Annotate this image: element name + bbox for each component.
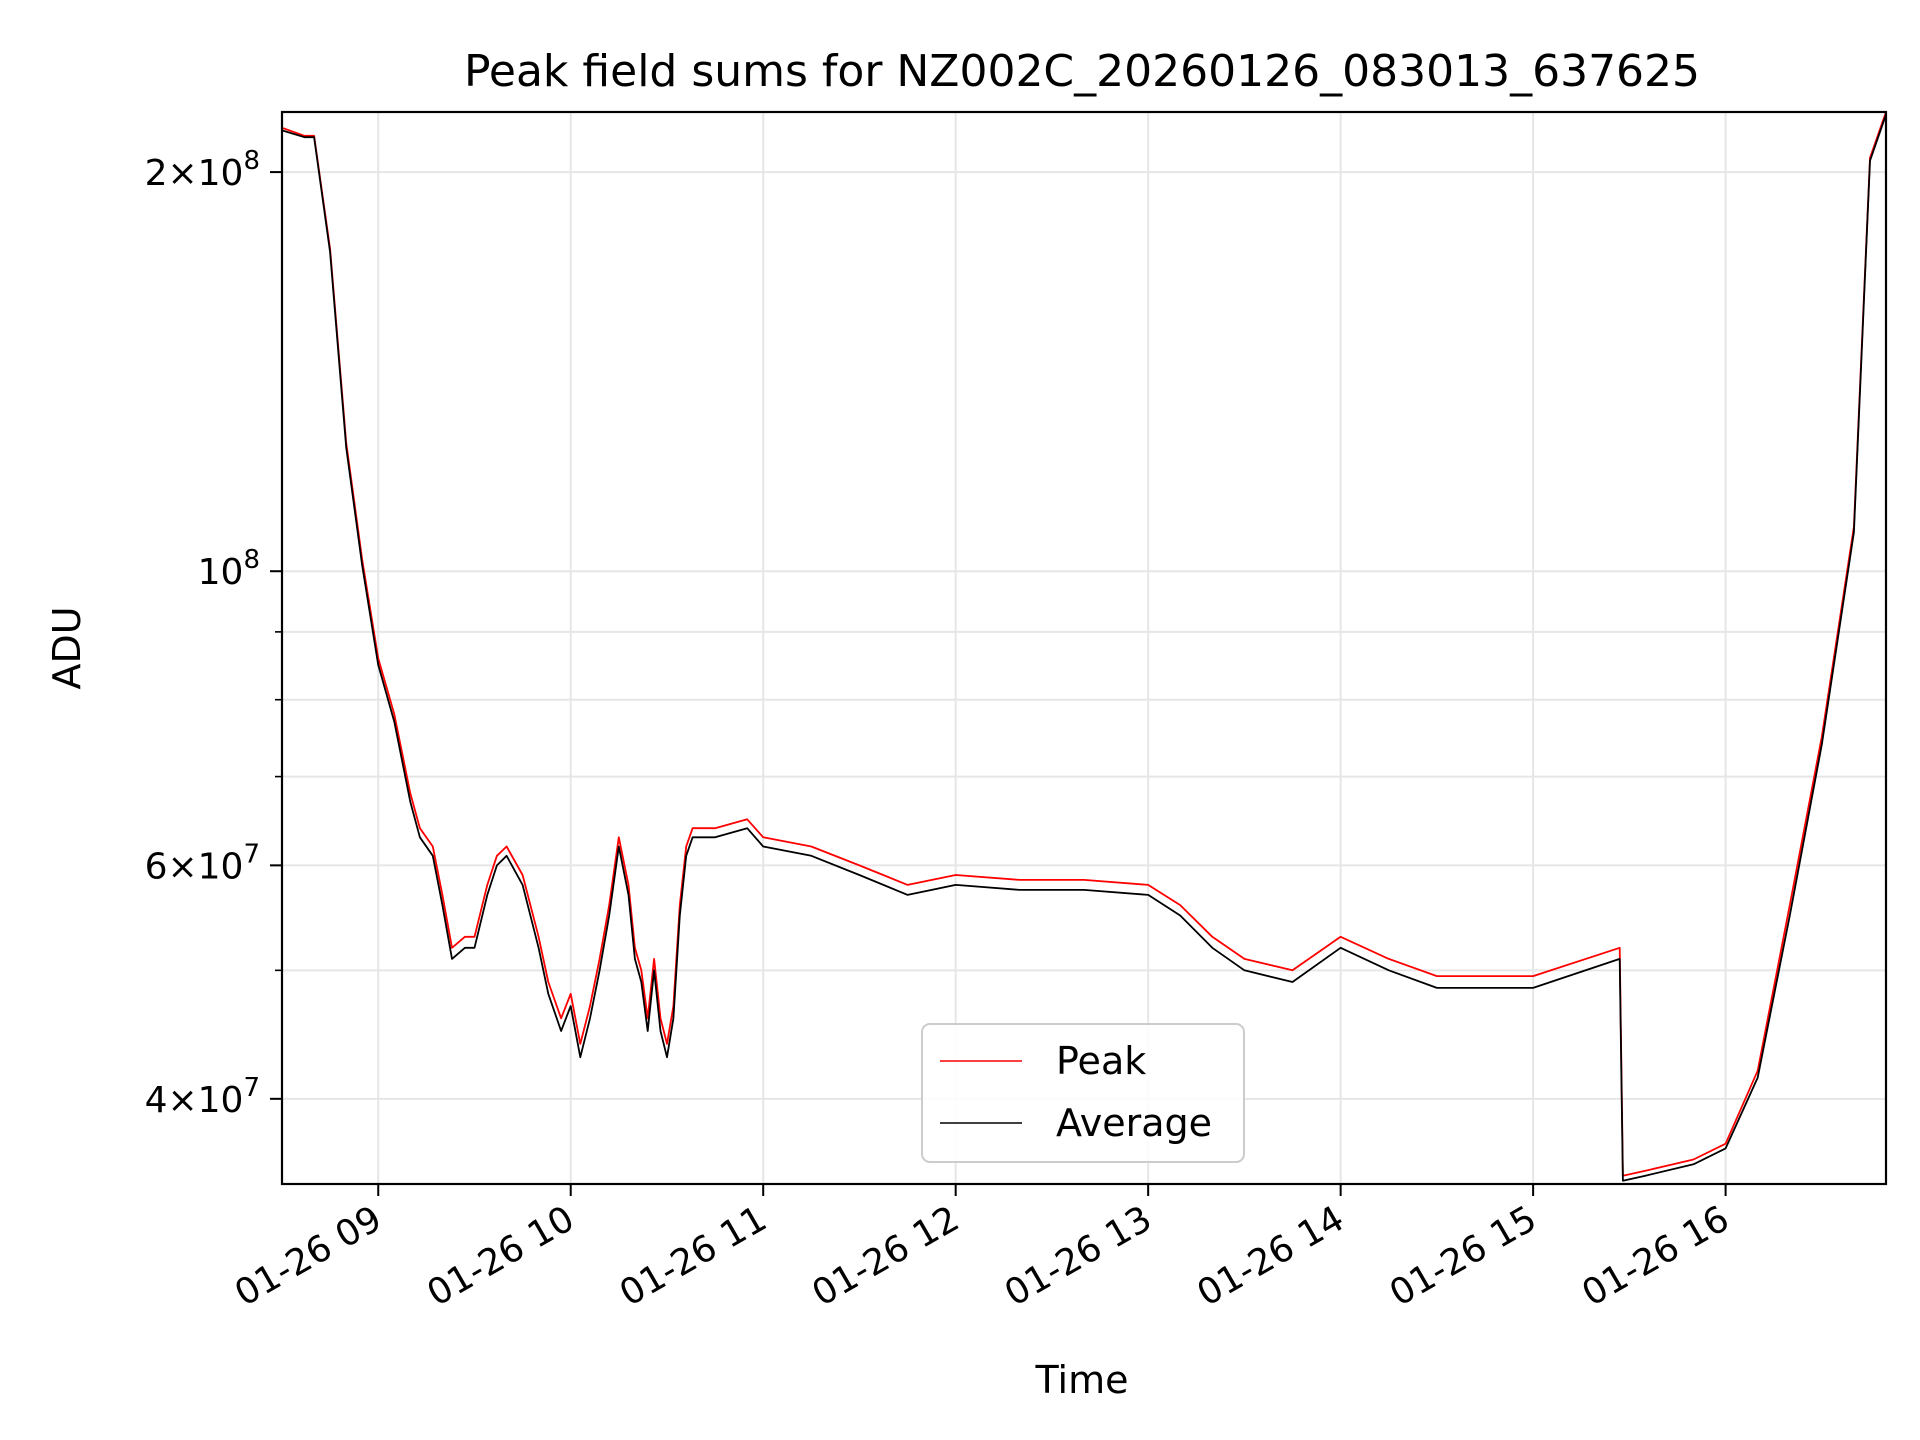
y-tick-label: 4×107	[145, 1073, 260, 1121]
series-layer	[281, 111, 1887, 1182]
y-tick-label: 108	[198, 545, 260, 593]
series-line-average	[281, 114, 1887, 1182]
legend-label-average: Average	[1056, 1101, 1212, 1145]
y-tick-label: 2×108	[145, 146, 260, 194]
y-axis: 4×107 6×107 108 2×108	[145, 146, 282, 1121]
legend-box	[921, 1023, 1245, 1163]
legend: Peak Average	[921, 1023, 1245, 1163]
series-line-peak	[281, 111, 1887, 1177]
plot-frame	[280, 110, 1888, 1186]
y-axis-label: ADU	[45, 606, 89, 689]
legend-label-peak: Peak	[1056, 1039, 1146, 1083]
grid	[282, 112, 1886, 1184]
chart-title: Peak field sums for NZ002C_20260126_0830…	[464, 46, 1700, 97]
x-axis-label: Time	[1035, 1358, 1129, 1402]
y-tick-label: 6×107	[145, 839, 260, 887]
